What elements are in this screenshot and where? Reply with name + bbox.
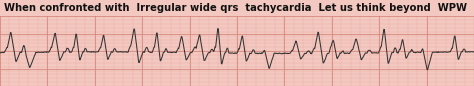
- Text: When confronted with  Irregular wide qrs  tachycardia  Let us think beyond  WPW : When confronted with Irregular wide qrs …: [4, 3, 474, 13]
